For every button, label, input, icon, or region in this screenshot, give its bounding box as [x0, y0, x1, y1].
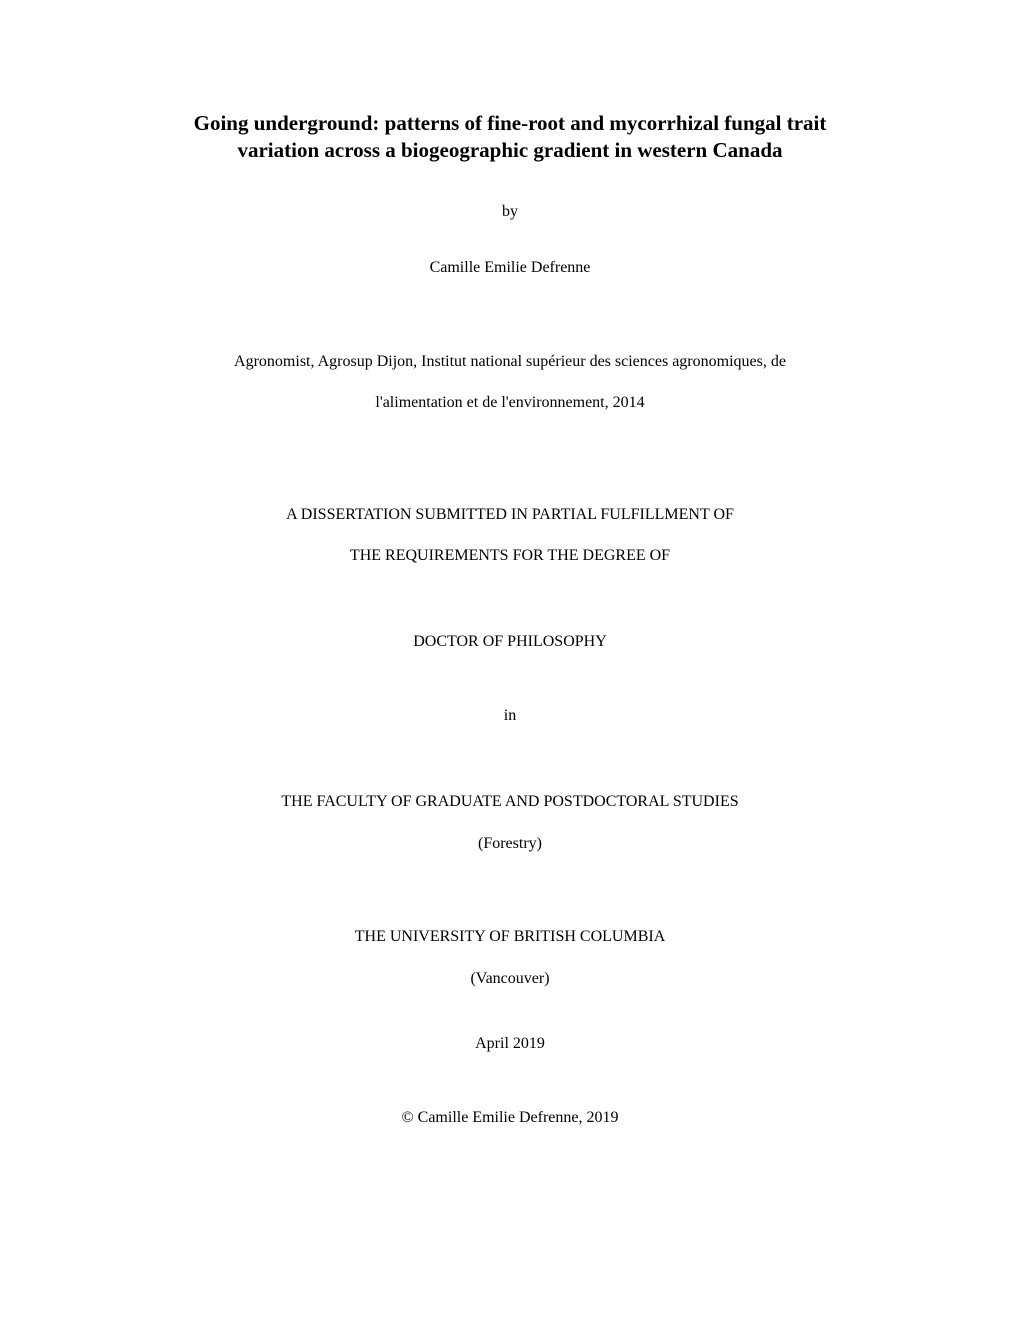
author-credentials: Agronomist, Agrosup Dijon, Institut nati…	[120, 341, 900, 424]
university-block: THE UNIVERSITY OF BRITISH COLUMBIA (Vanc…	[120, 916, 900, 999]
in-label: in	[120, 707, 900, 725]
title-line-2: variation across a biogeographic gradien…	[237, 138, 782, 162]
author-name: Camille Emilie Defrenne	[120, 259, 900, 277]
credentials-line-2: l'alimentation et de l'environnement, 20…	[375, 394, 644, 411]
submission-statement: A DISSERTATION SUBMITTED IN PARTIAL FULF…	[120, 494, 900, 577]
dissertation-title: Going underground: patterns of fine-root…	[120, 110, 900, 165]
degree-name: DOCTOR OF PHILOSOPHY	[120, 633, 900, 651]
faculty-block: THE FACULTY OF GRADUATE AND POSTDOCTORAL…	[120, 781, 900, 864]
submission-line-1: A DISSERTATION SUBMITTED IN PARTIAL FULF…	[286, 506, 734, 523]
submission-date: April 2019	[120, 1035, 900, 1053]
title-line-1: Going underground: patterns of fine-root…	[194, 111, 827, 135]
copyright-notice: © Camille Emilie Defrenne, 2019	[120, 1109, 900, 1127]
department-name: (Forestry)	[478, 835, 542, 852]
credentials-line-1: Agronomist, Agrosup Dijon, Institut nati…	[234, 353, 786, 370]
faculty-name: THE FACULTY OF GRADUATE AND POSTDOCTORAL…	[281, 793, 738, 810]
university-name: THE UNIVERSITY OF BRITISH COLUMBIA	[355, 928, 666, 945]
campus-name: (Vancouver)	[470, 970, 549, 987]
submission-line-2: THE REQUIREMENTS FOR THE DEGREE OF	[350, 547, 670, 564]
by-label: by	[120, 203, 900, 221]
